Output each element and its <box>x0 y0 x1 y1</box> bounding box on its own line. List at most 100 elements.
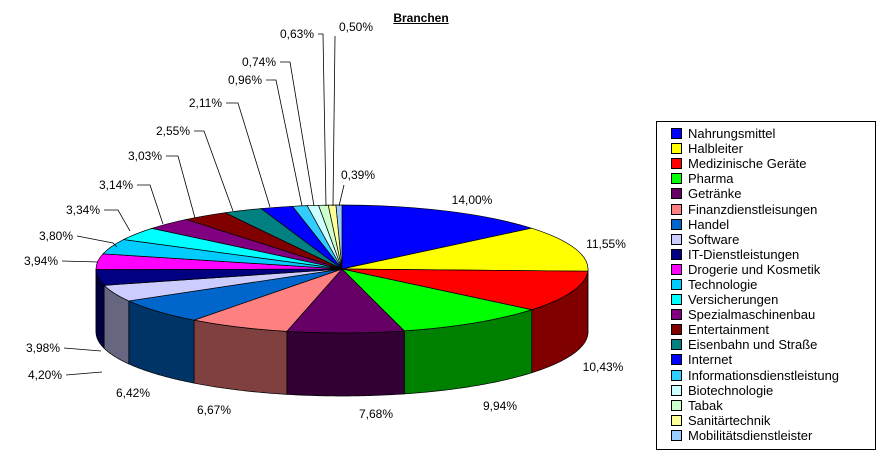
pie-wall <box>286 330 405 397</box>
data-label: 0,63% <box>280 27 314 41</box>
legend-swatch <box>671 294 682 306</box>
leader-line <box>137 184 164 225</box>
legend-swatch <box>671 399 682 411</box>
legend-label: Entertainment <box>688 322 769 338</box>
legend-label: Software <box>688 231 740 247</box>
legend-item: Biotechnologie <box>671 383 875 398</box>
leader-line <box>338 184 345 207</box>
legend-label: Tabak <box>688 397 723 413</box>
leader-line <box>280 61 315 207</box>
legend-swatch <box>671 128 682 140</box>
legend-item: Tabak <box>671 398 875 413</box>
legend-item: Internet <box>671 352 875 367</box>
legend-label: Internet <box>688 352 733 368</box>
pie-slice <box>286 268 406 334</box>
legend-item: Halbleiter <box>671 141 875 156</box>
legend-label: Medizinische Geräte <box>688 156 807 172</box>
legend-label: Drogerie und Kosmetik <box>688 261 821 277</box>
leader-line <box>226 102 271 208</box>
legend-swatch <box>671 248 682 260</box>
legend-label: Versicherungen <box>688 292 779 308</box>
data-label: 3,98% <box>26 341 60 355</box>
leader-line <box>61 260 99 263</box>
legend-item: Finanzdienstleisungen <box>671 201 875 217</box>
data-label: 3,34% <box>66 203 100 217</box>
legend-swatch <box>671 278 682 290</box>
legend-label: Technologie <box>688 276 758 292</box>
data-label: 3,03% <box>128 149 162 163</box>
legend-label: Nahrungsmittel <box>688 126 776 142</box>
data-label: 14,00% <box>452 193 493 207</box>
pie-wall <box>193 319 288 395</box>
legend-swatch <box>671 263 682 275</box>
legend-item: Eisenbahn und Straße <box>671 337 875 352</box>
legend-item: Nahrungsmittel <box>671 126 875 141</box>
legend-label: Biotechnologie <box>688 382 774 398</box>
legend-swatch <box>671 218 682 230</box>
leader-line <box>194 130 234 212</box>
legend-swatch <box>671 354 682 366</box>
legend-label: Mobilitätsdienstleister <box>688 427 813 443</box>
data-label: 7,68% <box>359 407 393 421</box>
data-label: 3,80% <box>39 229 73 243</box>
legend-swatch <box>671 188 682 200</box>
legend-label: Eisenbahn und Straße <box>688 337 818 353</box>
data-label: 6,67% <box>197 403 231 417</box>
legend-label: IT-Dienstleistungen <box>688 246 800 262</box>
legend-swatch <box>671 339 682 351</box>
legend-item: Versicherungen <box>671 292 875 307</box>
leader-line <box>104 209 131 232</box>
legend-swatch <box>671 309 682 321</box>
legend-item: Getränke <box>671 186 875 201</box>
legend-item: Spezialmaschinenbau <box>671 307 875 322</box>
leader-line <box>65 371 103 376</box>
data-label: 6,42% <box>116 386 150 400</box>
legend-item: IT-Dienstleistungen <box>671 247 875 262</box>
chart-title: Branchen <box>393 11 449 25</box>
leader-line <box>318 33 327 207</box>
data-label: 0,96% <box>228 73 262 87</box>
legend-item: Mobilitätsdienstleister <box>671 428 875 443</box>
legend-swatch <box>671 429 682 441</box>
legend-item: Handel <box>671 217 875 232</box>
legend-label: Sanitärtechnik <box>688 412 771 428</box>
pie-slice <box>341 204 533 270</box>
legend-label: Getränke <box>688 186 742 202</box>
leader-line <box>63 347 102 352</box>
data-label: 2,55% <box>156 124 190 138</box>
pie-slice <box>341 268 589 311</box>
leader-line <box>332 35 336 207</box>
legend: Nahrungsmittel Halbleiter Medizinische Ger… <box>656 121 876 450</box>
data-label: 0,39% <box>341 168 375 182</box>
legend-label: Informationsdienstleistung <box>688 367 840 383</box>
legend-swatch <box>671 233 682 245</box>
legend-swatch <box>671 324 682 336</box>
leader-line <box>166 155 196 219</box>
legend-item: Medizinische Geräte <box>671 156 875 171</box>
legend-item: Sanitärtechnik <box>671 413 875 428</box>
data-label: 0,74% <box>242 55 276 69</box>
legend-item: Software <box>671 232 875 247</box>
pie-slice <box>341 227 589 272</box>
legend-swatch <box>671 143 682 155</box>
leader-line <box>266 79 303 207</box>
legend-label: Finanzdienstleisungen <box>688 201 818 217</box>
data-label: 2,11% <box>189 96 222 110</box>
legend-item: Technologie <box>671 277 875 292</box>
pie-slice <box>340 268 534 332</box>
data-labels: 14,00% 11,55% 10,43% 9,94% 7,68% 6,67% 6,42% 4,… <box>24 20 626 421</box>
legend-label: Halbleiter <box>688 141 743 157</box>
legend-item: Drogerie und Kosmetik <box>671 262 875 277</box>
legend-item: Pharma <box>671 171 875 186</box>
legend-label: Spezialmaschinenbau <box>688 307 816 323</box>
data-label: 3,14% <box>99 178 133 192</box>
legend-swatch <box>671 414 682 426</box>
data-label: 10,43% <box>583 360 624 374</box>
legend-label: Handel <box>688 216 730 232</box>
pie-slices <box>95 204 589 334</box>
legend-swatch <box>671 173 682 185</box>
legend-item: Entertainment <box>671 322 875 337</box>
legend-item: Informationsdienstleistung <box>671 368 875 383</box>
leader-line <box>76 235 118 248</box>
